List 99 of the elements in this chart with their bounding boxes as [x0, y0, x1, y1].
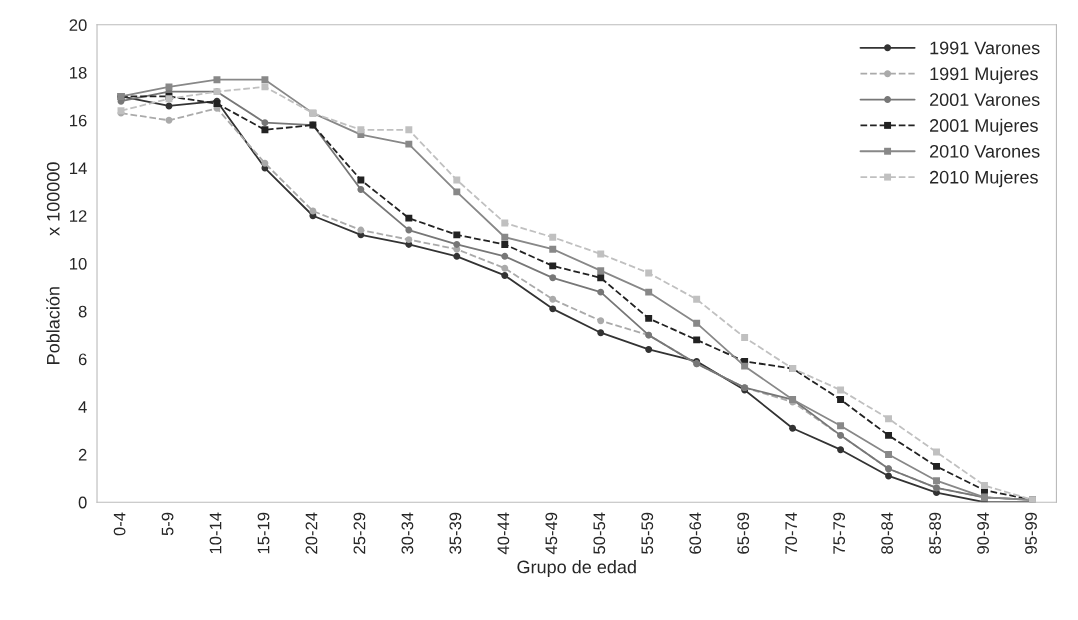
point — [837, 396, 845, 404]
point — [693, 295, 701, 303]
point — [693, 319, 701, 327]
point — [549, 233, 557, 241]
point — [501, 264, 509, 272]
point — [933, 448, 940, 456]
point — [549, 262, 557, 270]
y-tick-label: 2 — [78, 448, 87, 461]
point — [933, 462, 940, 470]
x-tick-label: 25-29 — [353, 512, 366, 554]
point — [885, 415, 893, 423]
point — [453, 240, 461, 248]
x-tick-label: 10-14 — [209, 512, 222, 554]
x-tick-label: 90-94 — [977, 512, 989, 554]
point — [213, 76, 221, 84]
y-tick-label: 16 — [70, 114, 87, 127]
point — [549, 305, 557, 313]
legend-label: 1991 Mujeres — [930, 66, 1038, 84]
x-tick-label: 70-74 — [785, 512, 798, 554]
point — [357, 226, 365, 234]
point — [645, 269, 653, 277]
x-tick-label: 45-49 — [545, 512, 558, 555]
point — [501, 271, 509, 279]
x-tick-label: 15-19 — [257, 512, 270, 554]
legend-label: 2010 Mujeres — [930, 170, 1038, 188]
point — [453, 188, 461, 196]
point — [933, 477, 940, 485]
point — [405, 126, 413, 134]
point — [501, 252, 509, 260]
point — [501, 219, 509, 227]
point — [501, 240, 509, 248]
point — [741, 334, 749, 341]
point — [597, 250, 605, 258]
x-axis-title: Grupo de edad — [517, 560, 636, 577]
y-tick-label: 20 — [69, 19, 87, 31]
point — [453, 252, 461, 260]
point — [597, 317, 605, 325]
point — [549, 245, 557, 253]
legend-label: 2010 Varones — [930, 144, 1040, 158]
x-tick-label: 65-69 — [737, 512, 750, 554]
y-tick-label: 12 — [70, 210, 87, 222]
x-tick-label: 30-34 — [401, 512, 414, 554]
x-tick-label: 40-44 — [497, 512, 510, 555]
point — [597, 288, 605, 296]
x-tick-label: 35-39 — [449, 512, 462, 554]
point — [885, 431, 893, 439]
x-tick-label: 95-99 — [1025, 512, 1037, 554]
point — [261, 119, 269, 127]
point — [453, 176, 461, 184]
y-tick-label: 8 — [78, 305, 87, 318]
point — [261, 159, 269, 167]
point — [357, 176, 365, 184]
y-tick-label: 14 — [70, 162, 87, 175]
point — [405, 140, 413, 148]
x-tick-label: 5-9 — [161, 512, 174, 536]
point — [885, 450, 893, 458]
x-tick-label: 85-89 — [929, 512, 941, 554]
point — [405, 214, 413, 222]
point — [357, 186, 365, 193]
point — [645, 288, 653, 296]
point — [261, 83, 269, 91]
point — [501, 233, 509, 241]
y-axis-title: Población x 100000 — [46, 162, 60, 364]
point — [693, 336, 701, 344]
x-tick-label: 80-84 — [881, 512, 894, 554]
point — [405, 236, 413, 244]
point — [645, 314, 653, 322]
legend-label: 1991 Varones — [930, 41, 1040, 55]
legend-label: 2001 Varones — [930, 93, 1040, 107]
x-tick-label: 75-79 — [833, 512, 846, 554]
point — [261, 76, 269, 84]
point — [597, 274, 605, 282]
y-tick-label: 6 — [78, 353, 87, 366]
point — [981, 482, 988, 489]
point — [597, 267, 605, 275]
point — [645, 345, 653, 353]
point — [885, 472, 893, 480]
x-tick-label: 0-4 — [113, 512, 126, 536]
x-tick-label: 20-24 — [305, 512, 318, 554]
point — [261, 126, 269, 134]
point — [597, 329, 605, 337]
x-tick-label: 60-64 — [689, 512, 702, 554]
point — [837, 422, 845, 430]
point — [453, 231, 461, 239]
y-tick-label: 0 — [78, 496, 87, 509]
x-tick-label: 50-54 — [593, 512, 606, 554]
legend-label: 2001 Mujeres — [930, 118, 1038, 136]
point — [789, 424, 797, 432]
y-tick-label: 10 — [70, 257, 87, 270]
point — [357, 126, 365, 134]
y-tick-label: 4 — [78, 401, 87, 413]
y-tick-label: 18 — [70, 66, 87, 79]
point — [549, 295, 557, 303]
point — [741, 362, 749, 370]
point — [165, 116, 173, 124]
point — [837, 446, 845, 454]
x-tick-label: 55-59 — [641, 512, 654, 554]
point — [549, 274, 557, 282]
point — [405, 226, 413, 234]
